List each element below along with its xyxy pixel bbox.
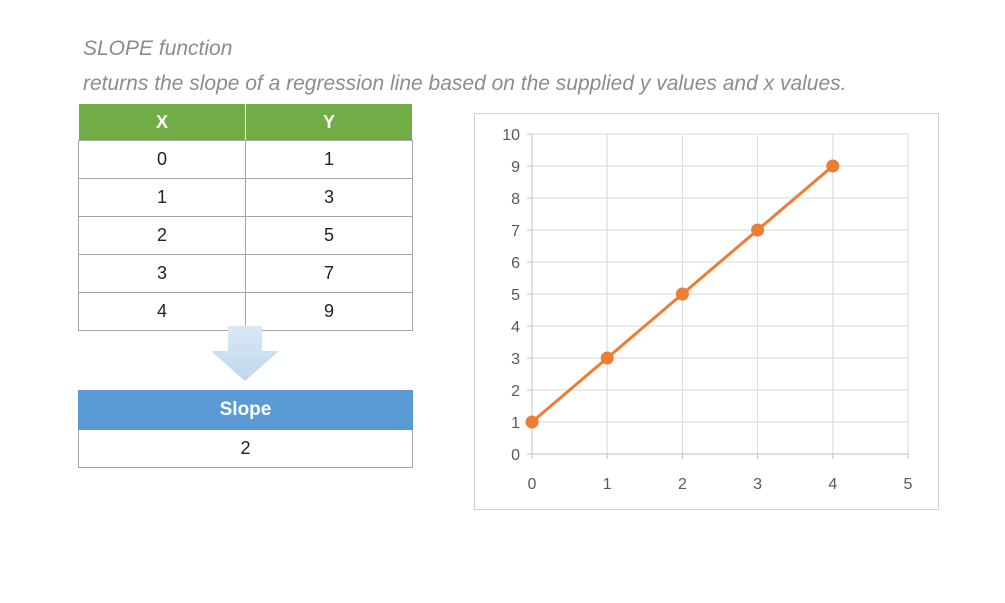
- x-tick-label: 3: [753, 476, 762, 493]
- scatter-chart[interactable]: 0 1 2 3 4 5 6 7 8 9 10 0 1 2 3 4 5: [474, 113, 939, 510]
- cell-x[interactable]: 3: [78, 254, 246, 293]
- slope-value[interactable]: 2: [78, 429, 413, 468]
- y-tick-label: 0: [511, 447, 520, 464]
- result-header-row: Slope: [78, 390, 413, 430]
- data-point: [826, 159, 840, 173]
- y-tick-label: 7: [511, 223, 520, 240]
- table-row: 4 9: [78, 292, 413, 331]
- y-tick-label: 5: [511, 287, 520, 304]
- y-tick-label: 10: [502, 127, 520, 144]
- cell-y[interactable]: 7: [245, 254, 413, 293]
- data-point: [751, 223, 765, 237]
- chart-svg: 0 1 2 3 4 5 6 7 8 9 10 0 1 2 3 4 5: [502, 127, 913, 493]
- cell-x[interactable]: 4: [78, 292, 246, 331]
- y-tick-label: 3: [511, 351, 520, 368]
- data-point: [525, 415, 539, 429]
- result-row: 2: [78, 429, 413, 468]
- cell-y[interactable]: 5: [245, 216, 413, 255]
- header-x: X: [78, 103, 246, 141]
- slope-result-table: Slope 2: [78, 390, 413, 468]
- x-tick-label: 2: [678, 476, 687, 493]
- cell-y[interactable]: 9: [245, 292, 413, 331]
- x-tick-label: 5: [904, 476, 913, 493]
- y-tick-label: 9: [511, 159, 520, 176]
- table-header-row: X Y: [78, 103, 413, 141]
- x-tick-label: 4: [828, 476, 837, 493]
- cell-x[interactable]: 2: [78, 216, 246, 255]
- x-tick-label: 0: [528, 476, 537, 493]
- table-row: 2 5: [78, 216, 413, 255]
- y-tick-label: 4: [511, 319, 520, 336]
- data-point: [675, 287, 689, 301]
- page-title: SLOPE function: [83, 37, 233, 60]
- table-row: 0 1: [78, 140, 413, 179]
- y-tick-label: 2: [511, 383, 520, 400]
- table-row: 3 7: [78, 254, 413, 293]
- xy-data-table: X Y 0 1 1 3 2 5 3 7 4 9: [78, 103, 413, 331]
- cell-y[interactable]: 3: [245, 178, 413, 217]
- header-y: Y: [245, 103, 413, 141]
- cell-x[interactable]: 1: [78, 178, 246, 217]
- cell-x[interactable]: 0: [78, 140, 246, 179]
- y-tick-label: 1: [511, 415, 520, 432]
- y-tick-label: 8: [511, 191, 520, 208]
- y-tick-label: 6: [511, 255, 520, 272]
- slope-header: Slope: [78, 390, 413, 430]
- cell-y[interactable]: 1: [245, 140, 413, 179]
- data-point: [600, 351, 614, 365]
- x-tick-label: 1: [603, 476, 612, 493]
- page-description: returns the slope of a regression line b…: [83, 72, 847, 95]
- table-row: 1 3: [78, 178, 413, 217]
- down-arrow-icon: [211, 326, 279, 381]
